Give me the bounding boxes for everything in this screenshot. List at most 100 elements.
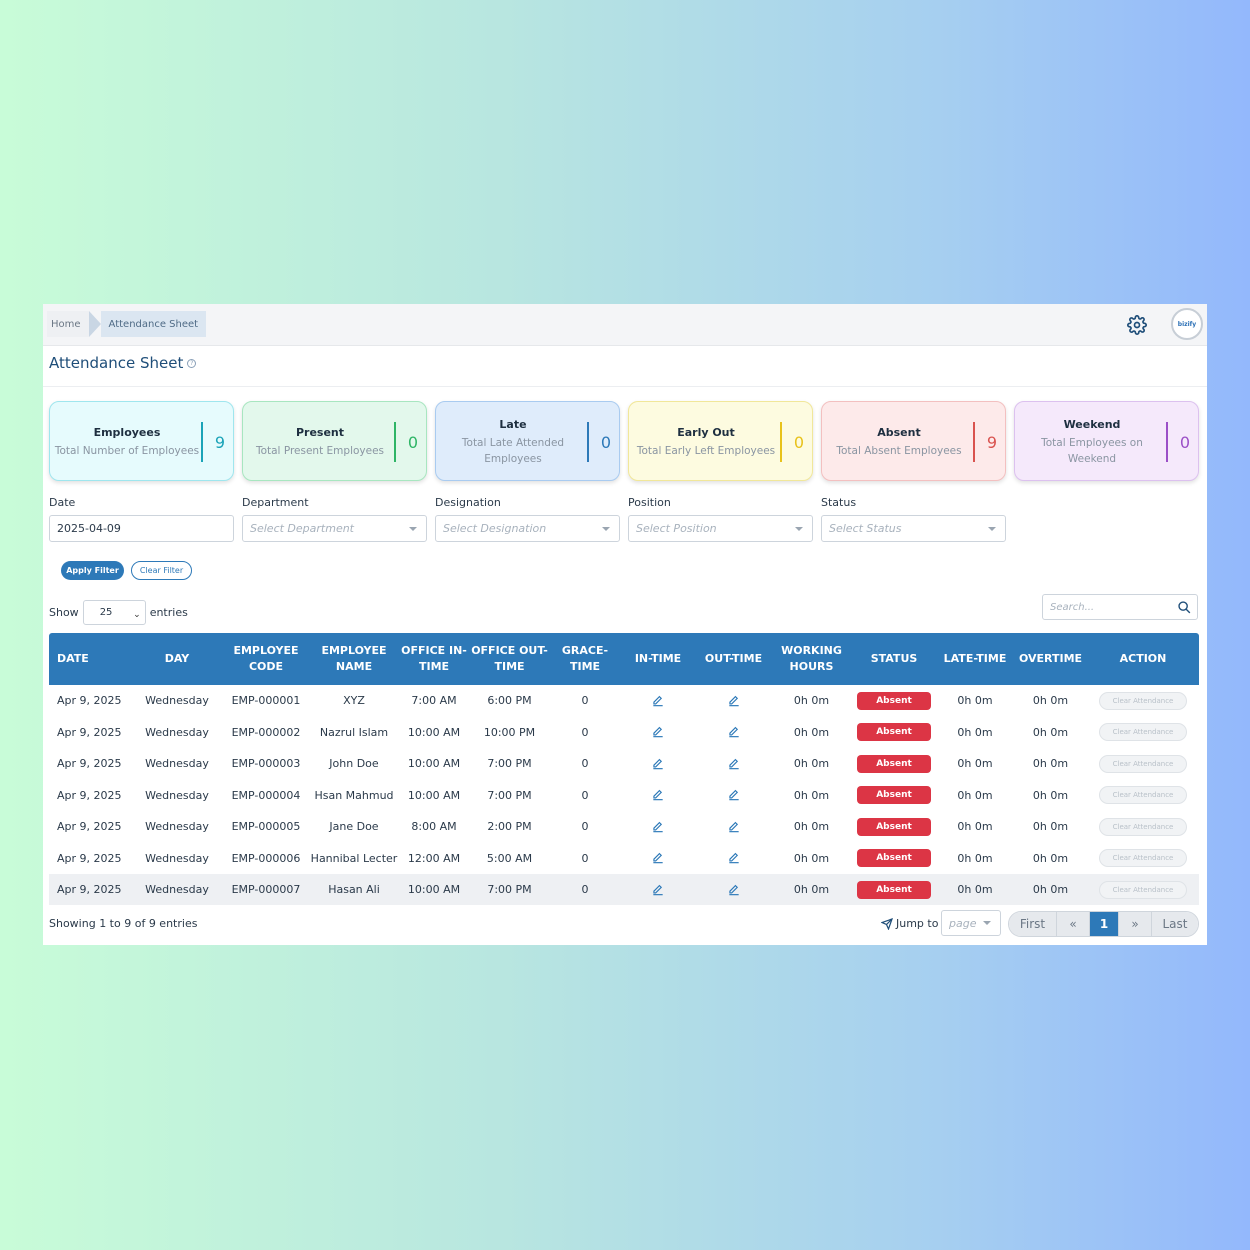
pager-first-button[interactable]: First [1009,912,1057,936]
out-cell: 10:00 PM [483,725,536,739]
status-badge: Absent [857,723,931,741]
overtime-cell: 0h 0m [1032,725,1069,739]
help-icon[interactable]: ? [187,358,197,368]
breadcrumb-home[interactable]: Home [47,311,89,337]
status-badge: Absent [857,754,931,773]
edit-icon[interactable] [651,788,665,802]
column-header-grace-time[interactable]: GRACE-TIME [561,644,609,673]
entries-suffix: entries [149,606,188,619]
pager-page-1[interactable]: 1 [1090,912,1119,936]
clear-attendance-button[interactable]: Clear Attendance [1099,723,1187,741]
action-cell: Clear Attendance [1087,874,1199,905]
code-cell: EMP-000007 [231,883,301,896]
clear-attendance-button[interactable]: Clear Attendance [1099,691,1187,710]
avatar[interactable]: bizify [1171,308,1203,340]
day-cell: Wednesday [145,725,209,739]
edit-icon[interactable] [651,757,665,771]
code-cell: EMP-000006 [231,851,301,865]
card-text: Present Total Present Employees [247,402,393,482]
status-badge: Absent [857,880,931,899]
pager-next-button[interactable]: » [1119,912,1152,936]
status-cell: Absent [852,843,936,874]
out-cell: 7:00 PM [487,883,532,896]
column-header-action[interactable]: ACTION [1119,652,1167,665]
day-cell: Wednesday [145,694,209,707]
grace-cell: 0 [581,694,589,707]
hours-cell: 0h 0m [793,757,830,770]
table-row: Apr 9, 2025 Wednesday EMP-000007 Hasan Ali 1… [49,874,1199,905]
overtime-cell: 0h 0m [1032,851,1069,865]
edit-icon[interactable] [727,694,741,708]
chevron-down-icon [983,921,991,925]
status-select[interactable]: Select Status [821,515,1006,542]
jump-page-select[interactable]: page [941,910,1001,936]
show-label: Show [49,606,79,619]
out-cell: 7:00 PM [487,757,532,770]
gear-icon[interactable] [1127,315,1147,335]
summary-card-early-out[interactable]: Early Out Total Early Left Employees 0 [628,401,813,481]
name-cell: Nazrul Islam [319,725,389,739]
clear-attendance-button[interactable]: Clear Attendance [1099,880,1187,899]
action-cell: Clear Attendance [1087,685,1199,716]
column-header-out-time[interactable]: OUT-TIME [704,652,763,665]
column-header-in-time[interactable]: IN-TIME [634,652,682,665]
edit-icon[interactable] [727,788,741,802]
entries-value: 25 [99,607,113,618]
summary-card-absent[interactable]: Absent Total Absent Employees 9 [821,401,1006,481]
clear-attendance-button[interactable]: Clear Attendance [1099,849,1187,867]
search-input[interactable]: Search... [1042,594,1198,620]
column-header-working-hours[interactable]: WORKING HOURS [781,644,842,673]
edit-icon[interactable] [651,694,665,708]
card-value: 9 [214,432,226,452]
designation-select[interactable]: Select Designation [435,515,620,542]
clear-filter-button[interactable]: Clear Filter [131,561,192,580]
column-header-employee-name[interactable]: EMPLOYEE NAME [321,644,387,673]
summary-card-present[interactable]: Present Total Present Employees 0 [242,401,427,481]
in-cell: 10:00 AM [407,725,461,739]
card-title: Late [499,417,527,431]
clear-attendance-button[interactable]: Clear Attendance [1099,786,1187,804]
overtime-cell: 0h 0m [1032,820,1069,833]
column-header-employee-code[interactable]: EMPLOYEE CODE [233,644,299,673]
entries-select[interactable]: 25 ⌄ [82,600,146,625]
apply-filter-button[interactable]: Apply Filter [61,561,124,580]
in-time-cell [620,874,696,905]
column-header-office-out-time[interactable]: OFFICE OUT-TIME [471,644,548,673]
card-divider [587,422,589,462]
position-placeholder: Select Position [636,522,717,535]
summary-card-late[interactable]: Late Total Late Attended Employees 0 [435,401,620,481]
clear-attendance-button[interactable]: Clear Attendance [1099,754,1187,773]
column-header-late-time[interactable]: LATE-TIME [943,652,1007,665]
department-label: Department [242,496,309,509]
pager-last-button[interactable]: Last [1152,912,1198,936]
card-value: 0 [407,432,419,452]
clear-attendance-button[interactable]: Clear Attendance [1099,817,1187,836]
attendance-app: Home Attendance Sheet bizify Attendance … [43,304,1207,945]
edit-icon[interactable] [727,725,741,739]
day-cell: Wednesday [145,788,209,802]
column-header-day[interactable]: DAY [164,652,190,665]
late-cell: 0h 0m [957,883,993,896]
summary-card-weekend[interactable]: Weekend Total Employees on Weekend 0 [1014,401,1199,481]
table-row: Apr 9, 2025 Wednesday EMP-000002 Nazrul Isl… [49,717,1199,748]
column-header-office-in-time[interactable]: OFFICE IN-TIME [401,644,467,673]
edit-icon[interactable] [727,851,741,865]
date-field[interactable]: 2025-04-09 [49,515,234,542]
date-cell: Apr 9, 2025 [57,820,122,833]
column-header-overtime[interactable]: OVERTIME [1018,652,1083,665]
table-row: Apr 9, 2025 Wednesday EMP-000003 John Doe 10… [49,748,1199,779]
edit-icon[interactable] [727,757,741,771]
position-select[interactable]: Select Position [628,515,813,542]
edit-icon[interactable] [651,851,665,865]
edit-icon[interactable] [651,725,665,739]
edit-icon[interactable] [651,820,665,834]
pager-prev-button[interactable]: « [1057,912,1090,936]
department-select[interactable]: Select Department [242,515,427,542]
summary-card-employees[interactable]: Employees Total Number of Employees 9 [49,401,234,481]
column-header-status[interactable]: STATUS [870,652,918,665]
search-icon[interactable] [1177,600,1191,614]
edit-icon[interactable] [727,883,741,897]
edit-icon[interactable] [727,820,741,834]
column-header-date[interactable]: DATE [57,652,89,665]
edit-icon[interactable] [651,883,665,897]
